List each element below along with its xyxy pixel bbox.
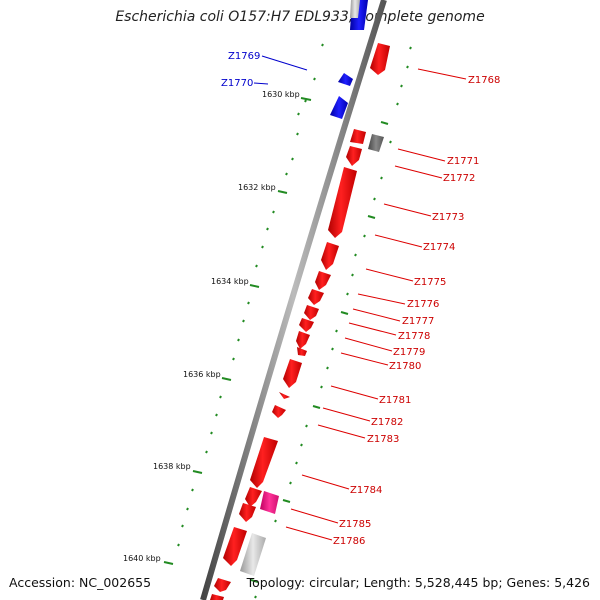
genome-title: Escherichia coli O157:H7 EDL933, complet… — [115, 9, 485, 25]
gene-label-z1786[interactable]: Z1786 — [333, 536, 365, 547]
genome-summary-text: Topology: circular; Length: 5,528,445 bp… — [246, 575, 590, 590]
gene-label-z1778[interactable]: Z1778 — [398, 331, 430, 342]
gene-feature-gray[interactable] — [368, 134, 384, 152]
gene-label-z1782[interactable]: Z1782 — [371, 417, 403, 428]
gene-feature-z1783[interactable] — [272, 405, 286, 418]
gene-label-z1783[interactable]: Z1783 — [367, 434, 399, 445]
kbp-label-1634: 1634 kbp — [211, 277, 249, 286]
gene-feature-forward[interactable] — [223, 527, 247, 566]
gene-feature-z1784[interactable] — [250, 437, 278, 488]
gene-label-z1777[interactable]: Z1777 — [402, 316, 434, 327]
gene-label-z1768[interactable]: Z1768 — [468, 75, 500, 86]
kbp-label-1632: 1632 kbp — [238, 183, 276, 192]
accession-text: Accession: NC_002655 — [9, 575, 152, 590]
gene-feature-z1781[interactable] — [283, 359, 302, 388]
gene-label-z1770[interactable]: Z1770 — [221, 78, 253, 89]
leader-lines-right — [285, 68, 467, 541]
gene-label-z1769[interactable]: Z1769 — [228, 51, 260, 62]
gene-feature-z1786[interactable] — [239, 503, 256, 522]
tick-track-outer-left — [177, 43, 324, 547]
gene-feature-z1782[interactable] — [279, 392, 290, 399]
gene-feature-z1779[interactable] — [296, 331, 310, 349]
kbp-label-1640: 1640 kbp — [123, 554, 161, 563]
gene-feature-z1768[interactable] — [370, 43, 390, 75]
tick-track-outer-right — [254, 46, 412, 599]
gene-feature-z1776[interactable] — [308, 289, 324, 305]
gene-feature-z1785[interactable] — [245, 487, 262, 507]
gene-feature-z1769[interactable] — [338, 73, 353, 86]
gene-feature-forward[interactable] — [210, 594, 224, 600]
gene-feature-z1774[interactable] — [321, 242, 339, 270]
gene-label-z1775[interactable]: Z1775 — [414, 277, 446, 288]
gene-label-z1779[interactable]: Z1779 — [393, 347, 425, 358]
gene-feature-z1772[interactable] — [346, 146, 362, 166]
tick-marks-major — [163, 97, 389, 583]
kbp-label-1636: 1636 kbp — [183, 370, 221, 379]
gene-feature-pink[interactable] — [260, 491, 279, 514]
gene-feature-z1770[interactable] — [330, 96, 348, 119]
gene-label-z1774[interactable]: Z1774 — [423, 242, 455, 253]
gene-feature-forward[interactable] — [214, 578, 231, 592]
gene-feature-z1777[interactable] — [304, 305, 319, 320]
gene-feature-z1778[interactable] — [299, 318, 314, 332]
gene-label-z1772[interactable]: Z1772 — [443, 173, 475, 184]
genome-backbone — [200, 0, 387, 600]
gene-label-z1785[interactable]: Z1785 — [339, 519, 371, 530]
kbp-label-1630: 1630 kbp — [262, 90, 300, 99]
gene-feature-z1775[interactable] — [315, 271, 331, 290]
gene-label-z1784[interactable]: Z1784 — [350, 485, 382, 496]
gene-label-z1773[interactable]: Z1773 — [432, 212, 464, 223]
gene-feature-reverse[interactable] — [350, 0, 360, 18]
gene-feature-light-gray[interactable] — [240, 533, 266, 576]
gene-label-z1781[interactable]: Z1781 — [379, 395, 411, 406]
gene-label-z1771[interactable]: Z1771 — [447, 156, 479, 167]
gene-feature-z1771[interactable] — [350, 129, 366, 144]
gene-label-z1776[interactable]: Z1776 — [407, 299, 439, 310]
kbp-label-1638: 1638 kbp — [153, 462, 191, 471]
gene-feature-z1773[interactable] — [328, 167, 357, 238]
gene-feature-z1780[interactable] — [297, 347, 307, 356]
leader-lines-left — [253, 55, 308, 85]
gene-label-z1780[interactable]: Z1780 — [389, 361, 421, 372]
